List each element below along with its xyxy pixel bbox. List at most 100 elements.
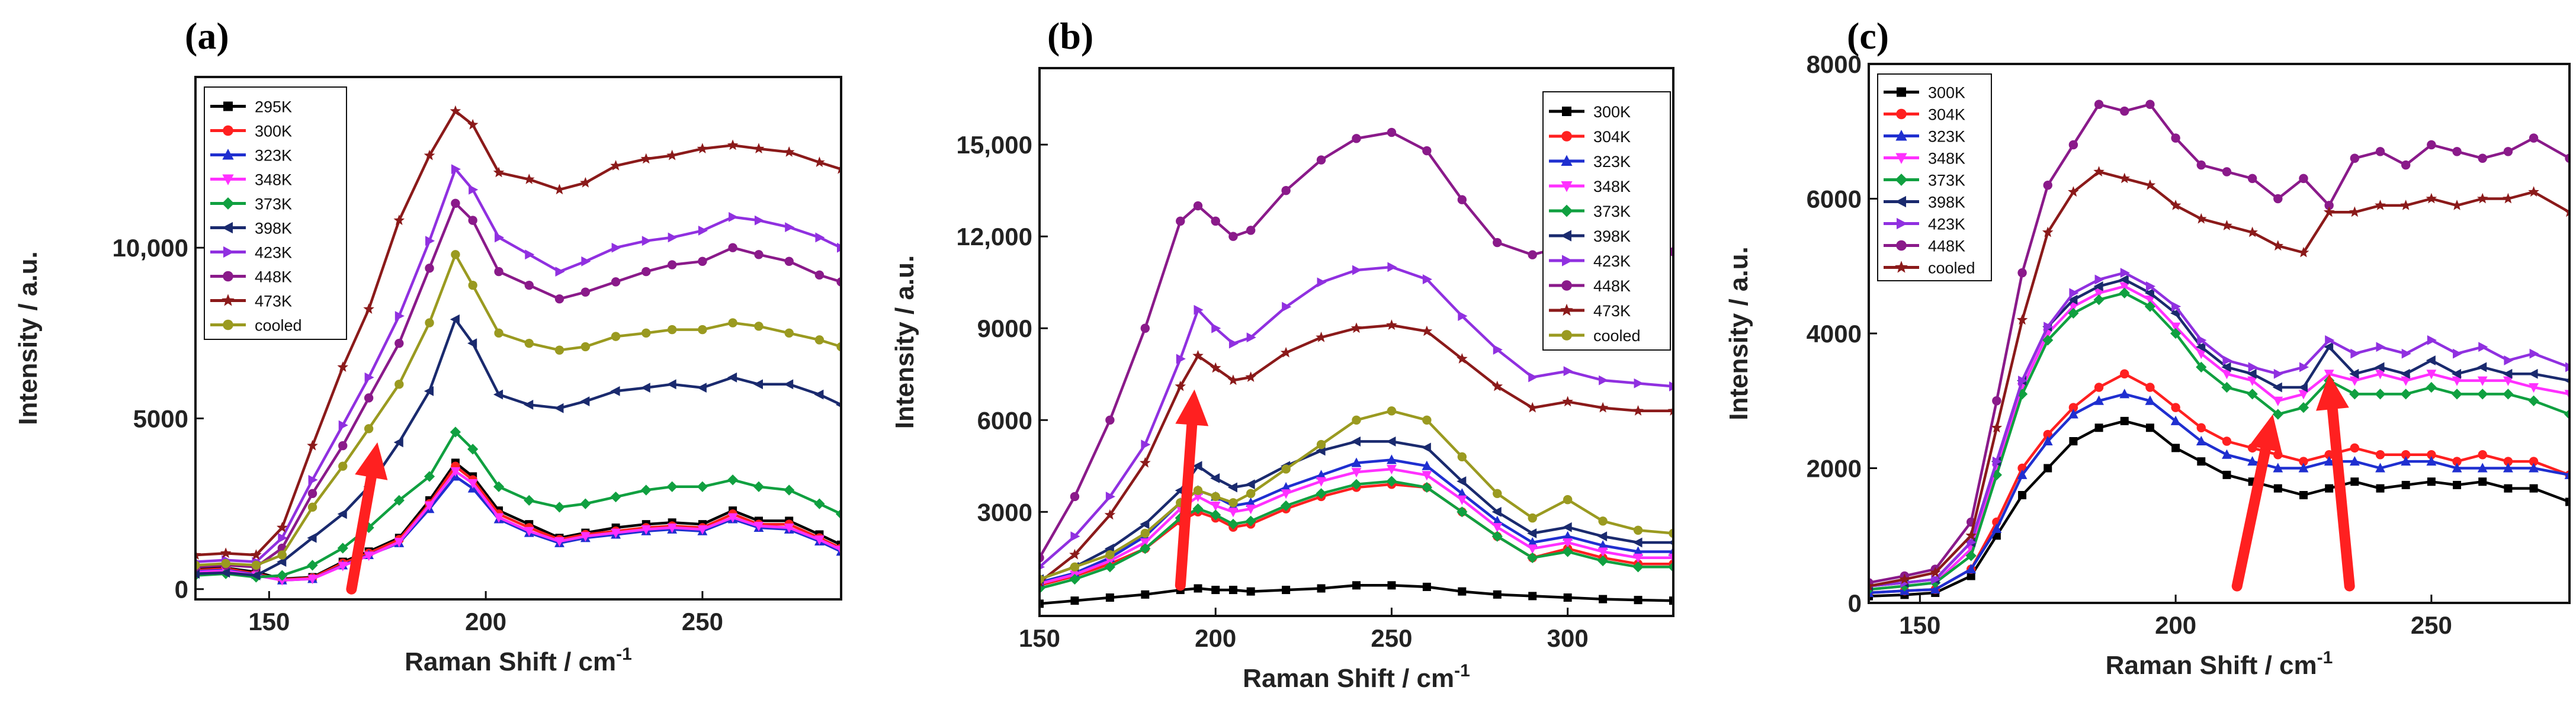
chart-c-series-448K-point [2120, 106, 2129, 116]
chart-a-series-cooled-point [784, 328, 794, 338]
chart-a-series-348K-point [364, 551, 374, 561]
chart-a-series-448K-point [554, 294, 564, 304]
chart-b-series-300K-point [1634, 596, 1643, 605]
chart-a-series-348K-point [394, 538, 405, 548]
chart-a-series-448K-point [754, 250, 764, 259]
chart-c-series-398K-point [2503, 368, 2513, 379]
chart-a-series-473K-point [493, 166, 505, 178]
chart-c-series-423K-point [1992, 456, 2002, 467]
chart-c-series-323K-point [2196, 435, 2206, 445]
chart-b-series-398K-point [1227, 482, 1237, 493]
chart-a-series-473K-point [467, 118, 479, 130]
chart-c-series-cooled-point [1899, 573, 1910, 585]
chart-c-x-tick-label: 200 [2155, 611, 2196, 639]
chart-c-series-348K-point [2477, 376, 2488, 386]
chart-b-series-373K-point [1069, 573, 1080, 585]
chart-c-series-cooled-point [1965, 529, 1977, 541]
chart-c-series-423K-point [2018, 375, 2028, 386]
chart-a-series-473K-point [554, 184, 565, 195]
chart-c-series-348K-point [2452, 376, 2462, 386]
chart-c-series-423K-point [2478, 342, 2488, 352]
chart-b-legend-entry: 304K [1593, 128, 1631, 146]
chart-a-series-448K-point [611, 277, 621, 287]
chart-c-series-373K-point [2093, 294, 2105, 306]
chart-b-legend-entry: 348K [1593, 178, 1631, 195]
chart-b-series-448K-point [1387, 127, 1397, 137]
chart-a-series-348K-point [277, 576, 287, 586]
chart-b-series-373K-point [1421, 482, 1432, 493]
chart-a-series-398K-point [753, 379, 764, 390]
chart-c-series-300K-point [2325, 484, 2334, 493]
chart-a-series-423K-point [308, 474, 318, 485]
chart-a-x-tick-label: 250 [682, 608, 723, 635]
chart-b-series-373K-point [1350, 479, 1362, 490]
chart-a-series-473K-point [640, 153, 652, 164]
chart-a-series-473K-point [251, 549, 262, 560]
chart-c-series-cooled-point [2528, 186, 2539, 197]
chart-a-series-448K-point [524, 280, 534, 290]
chart-b-series-423K-point [1422, 274, 1432, 284]
chart-a-legend-entry: 398K [255, 220, 292, 237]
chart-c-series-cooled-point [2016, 314, 2028, 325]
chart-b-series-398K-point [1527, 528, 1537, 538]
chart-c-series-348K-point [2298, 390, 2309, 400]
chart-a-legend-swatch-marker [222, 197, 235, 210]
chart-c-series-304K-point [2529, 457, 2539, 466]
chart-c-series-423K-point [2222, 355, 2232, 365]
chart-b-series-423K-point [1387, 262, 1397, 272]
chart-c-series-373K-point [2221, 381, 2232, 393]
chart-a-series-473K-point [393, 214, 405, 225]
chart-c-series-323K-point [2529, 463, 2539, 473]
chart-c-legend-swatch-marker [1897, 217, 1908, 230]
chart-b-series-423K-point [1228, 338, 1239, 349]
chart-b-series-348K-point [1140, 538, 1150, 548]
chart-c-series-300K-point [2120, 416, 2129, 425]
chart-b-legend-swatch-marker [1560, 303, 1573, 316]
chart-a-series-448K-point [814, 270, 825, 280]
chart-c-series-373K-point [2119, 287, 2130, 298]
chart-a-legend-entry: 300K [255, 123, 292, 140]
chart-b-series-348K-point [1422, 471, 1432, 481]
chart-c-series-348K-point [2068, 302, 2078, 312]
chart-a-series-398K-point [835, 402, 841, 408]
chart-c-series-373K-point [2375, 389, 2386, 400]
chart-a-series-423K-point [815, 232, 825, 243]
chart-a-series-473K-point [753, 143, 765, 153]
chart-c-series-300K-point [2171, 444, 2180, 452]
chart-c-series-323K-point [1991, 523, 2002, 533]
chart-c-series-323K-point [2247, 456, 2258, 466]
chart-a-frame [194, 76, 842, 601]
chart-a-series-448K-point [641, 267, 651, 277]
chart-a-series-373K-point [424, 471, 435, 482]
chart-a-series-448K-point [580, 287, 591, 297]
chart-c-series-323K-point [2298, 463, 2309, 473]
chart-b-series-473K-point [1210, 362, 1221, 373]
chart-b-series-300K-point [1282, 586, 1291, 595]
chart-b-y-tick-label: 12,000 [957, 223, 1032, 251]
chart-b-series-423K-point [1070, 531, 1080, 542]
chart-c-series-323K-point [2452, 463, 2462, 473]
chart-a-series-423K-point [451, 164, 461, 175]
chart-c-series-398K-point [2144, 288, 2154, 298]
chart-b-series-323K-point [1668, 546, 1673, 556]
chart-c-series-423K-point [2299, 362, 2309, 373]
chart-c-series-304K-point [2094, 383, 2104, 392]
chart-c-series-304K-point [2427, 450, 2436, 460]
chart-c-series-348K-point [2094, 288, 2104, 298]
chart-c-series-323K-point [2503, 463, 2513, 473]
chart-a-series-348K-point [784, 523, 794, 534]
chart-a-series-348K-point [424, 501, 435, 511]
chart-b-series-448K-point [1246, 226, 1256, 235]
chart-b-series-323K-point [1597, 540, 1608, 550]
chart-a-series-348K-point [580, 532, 591, 542]
chart-b-series-423K-point [1634, 378, 1644, 389]
chart-c-series-373K-point [2196, 361, 2207, 373]
chart-a-series-373K-point [835, 508, 841, 519]
chart-b-series-423K-point [1528, 372, 1538, 383]
chart-c-series-304K-point [2503, 457, 2513, 466]
chart-a-series-473K-point [220, 547, 232, 558]
chart-b-series-373K-point [1667, 561, 1673, 573]
chart-c-series-398K-point [2451, 368, 2462, 379]
chart-b-series-cooled-point [1211, 492, 1220, 502]
